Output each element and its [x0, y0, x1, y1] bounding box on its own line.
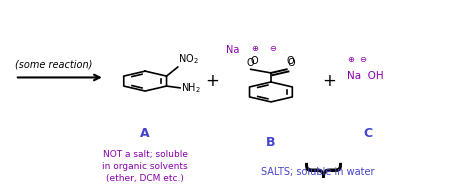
Text: B: B	[266, 136, 275, 149]
Text: O: O	[250, 56, 258, 66]
Text: O: O	[286, 56, 294, 66]
Text: (some reaction): (some reaction)	[15, 60, 92, 70]
Text: Na: Na	[226, 45, 239, 55]
Text: $\oplus$: $\oplus$	[250, 44, 258, 53]
Text: O: O	[246, 58, 253, 68]
Text: NO$_2$: NO$_2$	[177, 52, 198, 66]
Text: SALTS; soluble in water: SALTS; soluble in water	[261, 167, 374, 177]
Text: C: C	[362, 127, 371, 140]
Text: $\oplus$  $\ominus$: $\oplus$ $\ominus$	[346, 55, 367, 64]
Text: +: +	[322, 72, 336, 90]
Text: }: }	[299, 161, 336, 185]
Text: A: A	[140, 127, 150, 140]
Text: $\ominus$: $\ominus$	[268, 44, 276, 53]
Text: NH$_2$: NH$_2$	[180, 81, 200, 95]
Text: O: O	[287, 58, 295, 68]
Text: Na  OH: Na OH	[346, 71, 383, 81]
Text: NOT a salt; soluble
in organic solvents
(ether, DCM etc.): NOT a salt; soluble in organic solvents …	[102, 150, 188, 183]
Text: +: +	[205, 72, 219, 90]
